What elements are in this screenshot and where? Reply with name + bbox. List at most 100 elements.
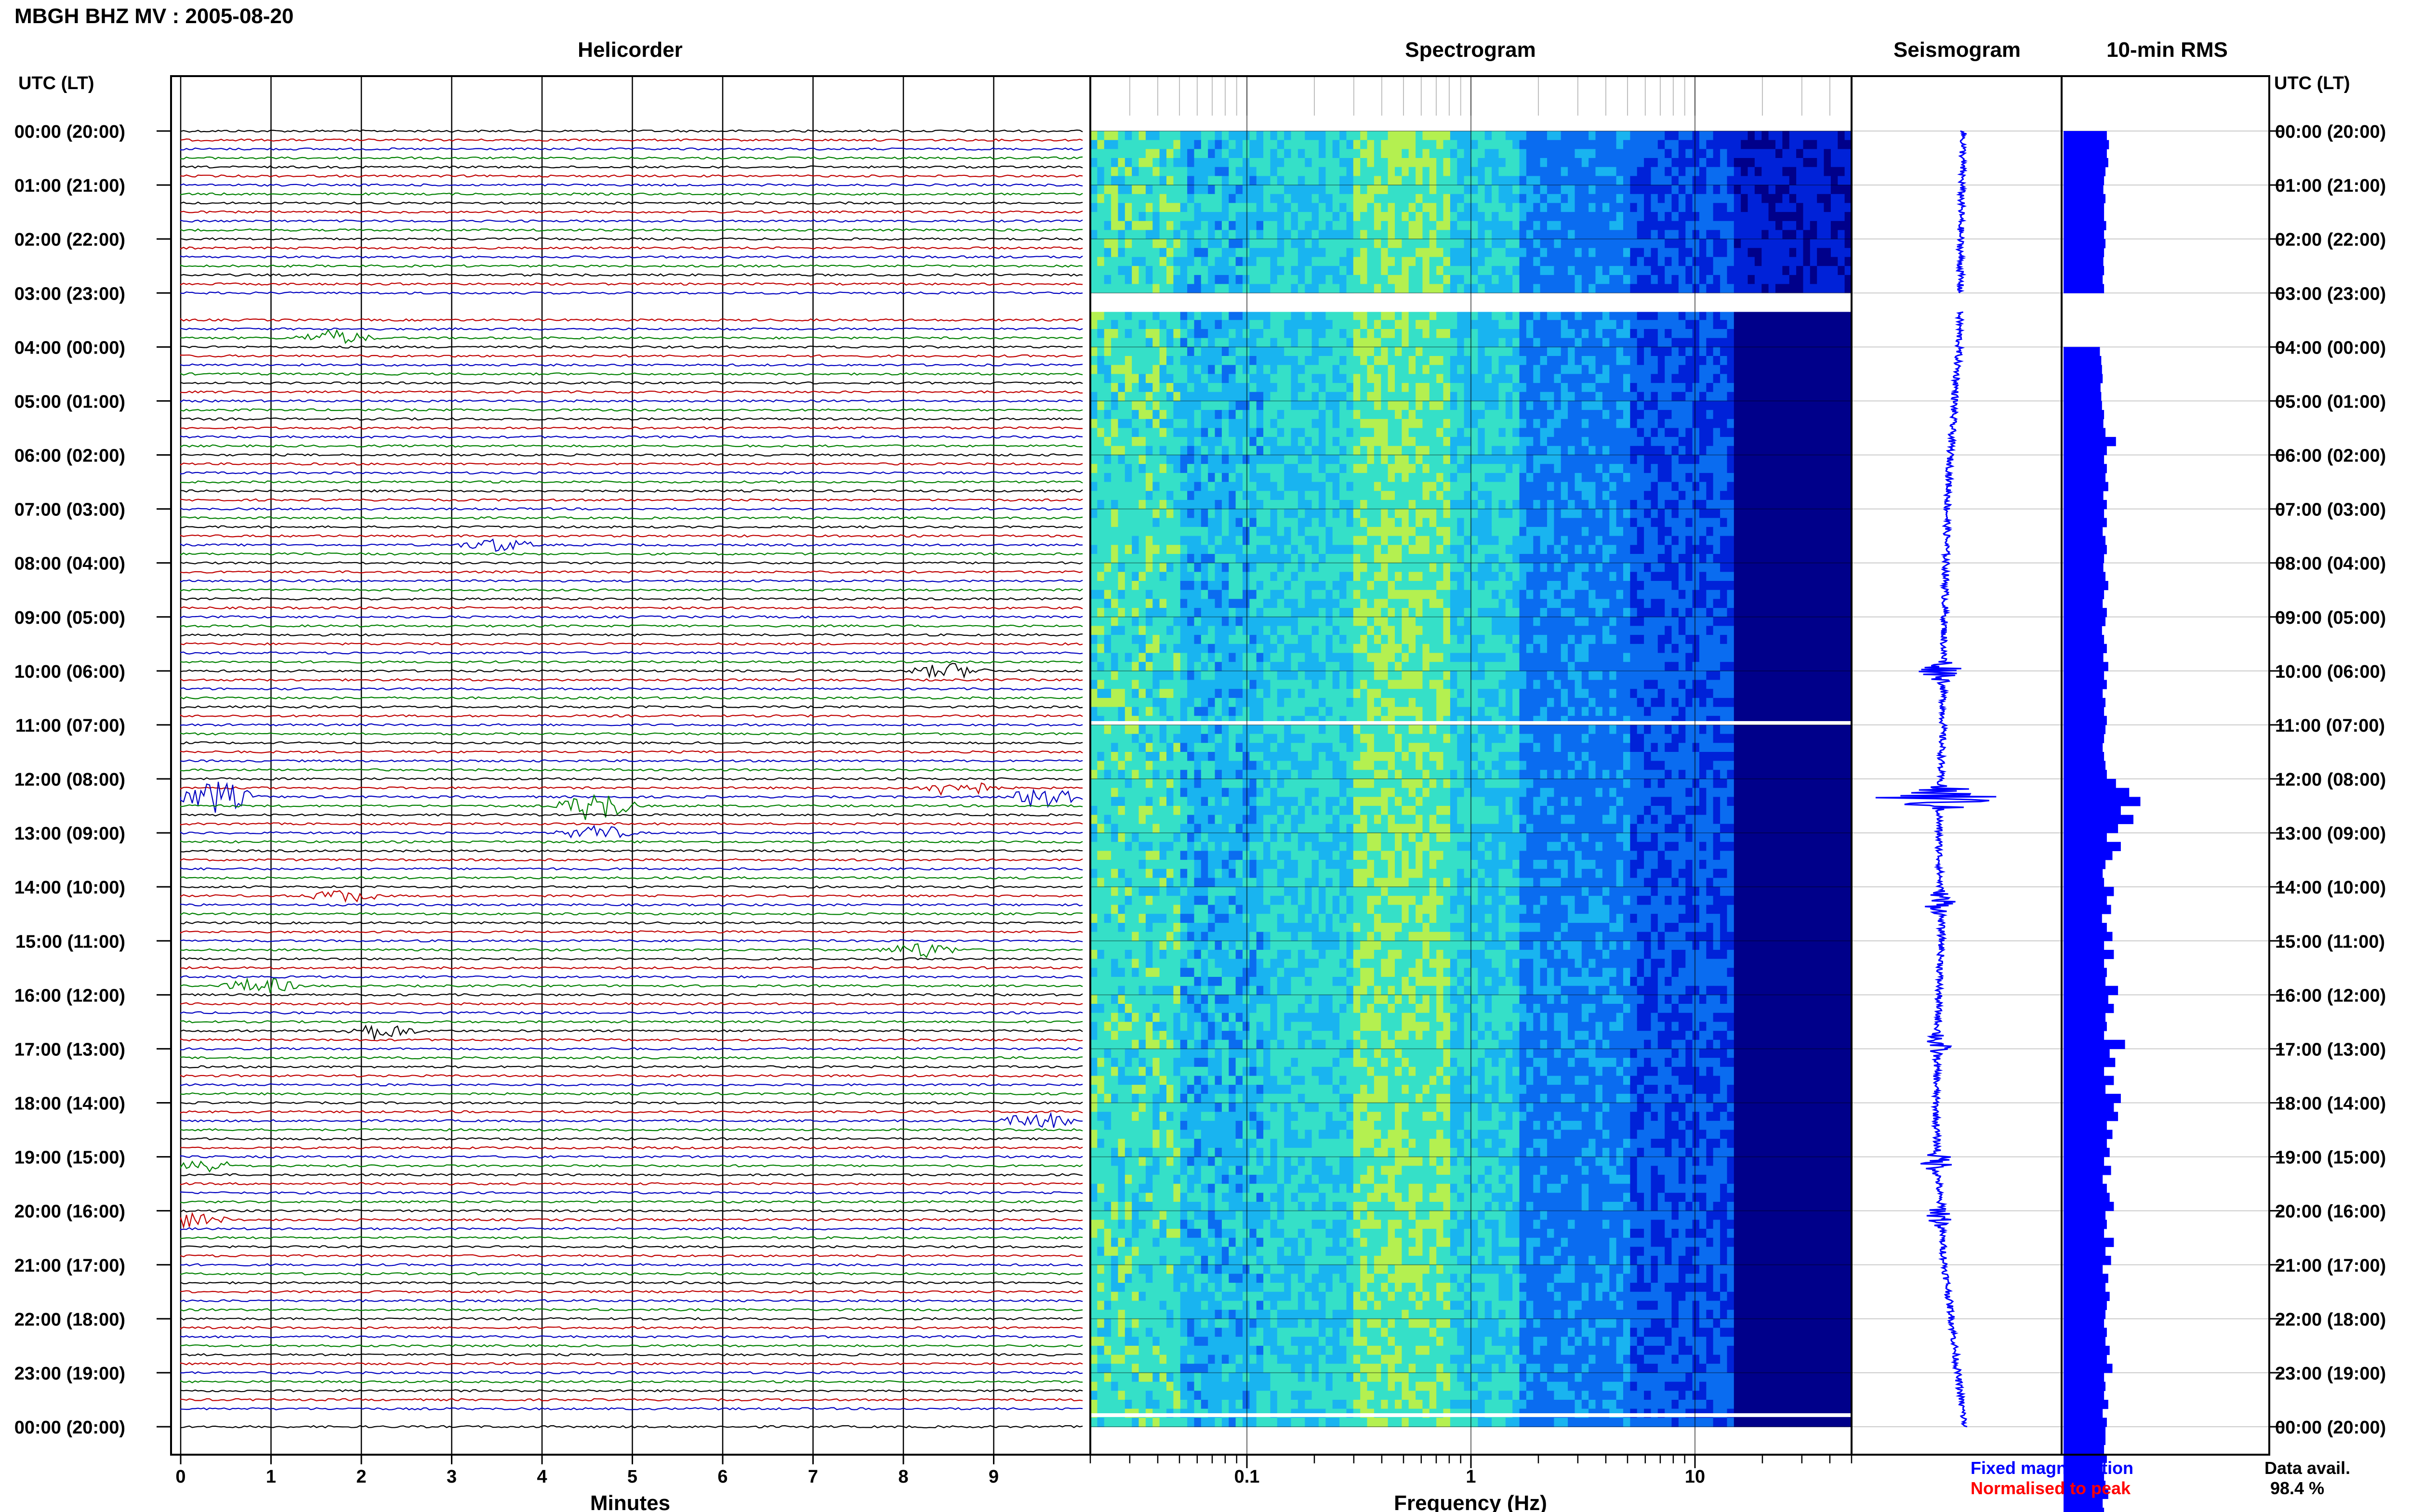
spectrogram-cell	[1208, 356, 1216, 366]
spectrogram-cell	[1838, 500, 1845, 510]
spectrogram-cell	[1125, 392, 1132, 401]
spectrogram-cell	[1568, 221, 1575, 231]
spectrogram-cell	[1706, 374, 1714, 383]
spectrogram-cell	[1166, 329, 1174, 339]
spectrogram-cell	[1450, 482, 1457, 491]
spectrogram-cell	[1692, 410, 1700, 420]
spectrogram-cell	[1588, 473, 1596, 483]
spectrogram-cell	[1713, 455, 1721, 464]
spectrogram-cell	[1692, 338, 1700, 347]
spectrogram-cell	[1305, 212, 1312, 222]
spectrogram-cell	[1166, 266, 1174, 276]
spectrogram-cell	[1657, 365, 1665, 374]
spectrogram-cell	[1429, 437, 1437, 447]
spectrogram-cell	[1367, 257, 1375, 266]
spectrogram-cell	[1422, 320, 1430, 329]
spectrogram-cell	[1651, 212, 1658, 222]
spectrogram-cell	[1727, 392, 1734, 401]
spectrogram-cell	[1145, 401, 1153, 410]
spectrogram-cell	[1443, 221, 1451, 231]
spectrogram-cell	[1498, 212, 1506, 222]
spectrogram-cell	[1741, 329, 1748, 339]
spectrogram-cell	[1297, 410, 1305, 420]
helicorder-trace	[180, 417, 1083, 421]
spectrogram-cell	[1478, 392, 1485, 401]
spectrogram-cell	[1270, 248, 1278, 258]
spectrogram-cell	[1229, 500, 1236, 510]
spectrogram-cell	[1775, 185, 1783, 195]
spectrogram-cell	[1180, 491, 1188, 500]
spectrogram-cell	[1616, 410, 1624, 420]
spectrogram-cell	[1526, 320, 1534, 329]
spectrogram-cell	[1637, 140, 1644, 149]
spectrogram-cell	[1838, 212, 1845, 222]
spectrogram-cell	[1138, 212, 1146, 222]
spectrogram-cell	[1111, 455, 1119, 464]
spectrogram-cell	[1492, 446, 1499, 456]
spectrogram-cell	[1173, 446, 1181, 456]
spectrogram-cell	[1284, 464, 1292, 473]
spectrogram-cell	[1408, 284, 1416, 293]
spectrogram-cell	[1796, 140, 1804, 149]
spectrogram-cell	[1685, 275, 1693, 285]
spectrogram-cell	[1768, 257, 1776, 266]
spectrogram-cell	[1706, 446, 1714, 456]
spectrogram-cell	[1824, 401, 1831, 410]
spectrogram-cell	[1588, 329, 1596, 339]
spectrogram-cell	[1761, 131, 1769, 141]
spectrogram-cell	[1402, 419, 1409, 429]
spectrogram-cell	[1630, 455, 1638, 464]
spectrogram-cell	[1526, 374, 1534, 383]
spectrogram-cell	[1180, 239, 1188, 249]
spectrogram-cell	[1657, 203, 1665, 212]
spectrogram-cell	[1637, 392, 1644, 401]
spectrogram-cell	[1824, 167, 1831, 176]
spectrogram-cell	[1229, 275, 1236, 285]
spectrogram-cell	[1201, 284, 1208, 293]
spectrogram-cell	[1498, 257, 1506, 266]
spectrogram-cell	[1657, 482, 1665, 491]
spectrogram-cell	[1395, 419, 1402, 429]
spectrogram-cell	[1492, 284, 1499, 293]
spectrogram-cell	[1097, 230, 1105, 239]
spectrogram-cell	[1754, 239, 1762, 249]
spectrogram-cell	[1297, 140, 1305, 149]
spectrogram-cell	[1727, 212, 1734, 222]
spectrogram-cell	[1125, 230, 1132, 239]
spectrogram-cell	[1588, 410, 1596, 420]
spectrogram-cell	[1291, 239, 1298, 249]
spectrogram-cell	[1402, 149, 1409, 158]
spectrogram-cell	[1844, 131, 1852, 141]
spectrogram-cell	[1277, 158, 1284, 168]
spectrogram-cell	[1305, 284, 1312, 293]
helicorder-trace	[180, 588, 1083, 592]
spectrogram-cell	[1208, 311, 1216, 320]
spectrogram-cell	[1125, 455, 1132, 464]
spectrogram-cell	[1844, 140, 1852, 149]
spectrogram-cell	[1457, 455, 1465, 464]
spectrogram-cell	[1554, 203, 1562, 212]
spectrogram-cell	[1402, 428, 1409, 437]
spectrogram-cell	[1685, 374, 1693, 383]
spectrogram-cell	[1817, 356, 1825, 366]
spectrogram-cell	[1817, 437, 1825, 447]
helicorder-trace	[180, 1335, 1083, 1339]
spectrogram-cell	[1325, 365, 1333, 374]
spectrogram-cell	[1817, 392, 1825, 401]
spectrogram-cell	[1561, 356, 1568, 366]
spectrogram-cell	[1201, 410, 1208, 420]
spectrogram-cell	[1838, 491, 1845, 500]
spectrogram-cell	[1692, 356, 1700, 366]
spectrogram-cell	[1194, 212, 1202, 222]
spectrogram-cell	[1720, 383, 1728, 393]
spectrogram-cell	[1720, 356, 1728, 366]
spectrogram-cell	[1588, 176, 1596, 185]
spectrogram-cell	[1609, 239, 1617, 249]
spectrogram-cell	[1374, 473, 1381, 483]
spectrogram-cell	[1125, 509, 1132, 518]
spectrogram-cell	[1215, 455, 1222, 464]
spectrogram-cell	[1665, 230, 1672, 239]
spectrogram-cell	[1145, 221, 1153, 231]
spectrogram-cell	[1125, 446, 1132, 456]
spectrogram-cell	[1090, 140, 1098, 149]
